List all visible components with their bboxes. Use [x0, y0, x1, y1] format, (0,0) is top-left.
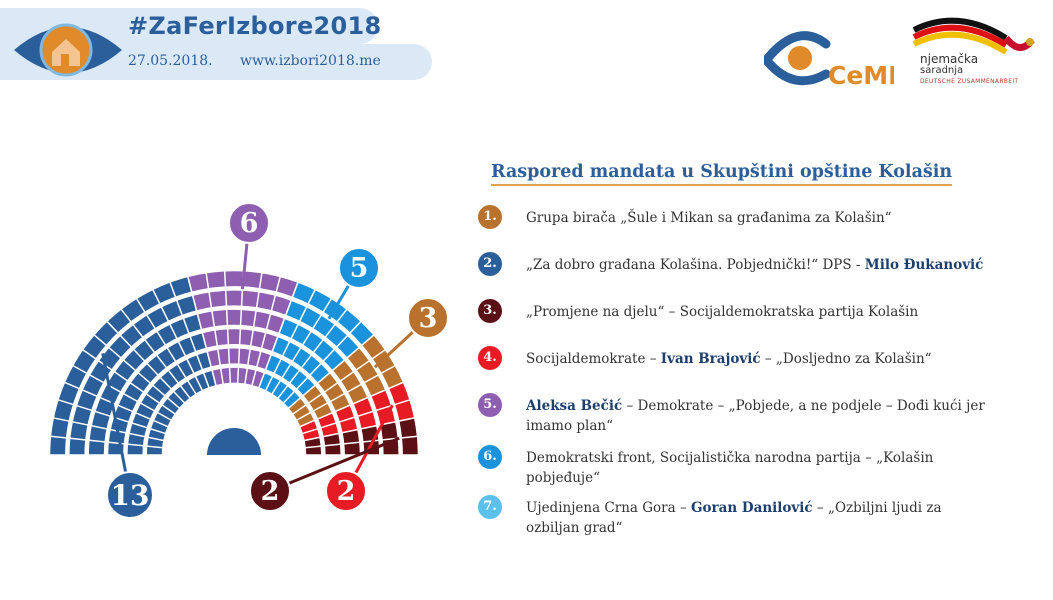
hashtag-title: #ZaFerIzbore2018 — [128, 12, 382, 40]
seat-count-badge — [325, 470, 367, 512]
seat-divider — [56, 398, 168, 435]
seat-count-badge — [106, 471, 154, 519]
legend-number: 6. — [478, 445, 502, 469]
seat-divider — [276, 307, 349, 401]
legend-item: 7. Ujedinjena Crna Gora – Goran Danilovi… — [474, 495, 1014, 539]
german-logo-line2: saradnja — [920, 65, 964, 76]
seat-divider — [119, 307, 192, 401]
seat-divider — [300, 398, 412, 435]
seats-layer — [48, 269, 420, 456]
seat-count-label: 2 — [261, 476, 280, 507]
cemi-logo-text: CeMI — [828, 61, 894, 90]
legend-leader-name: Milo Đukanović — [864, 257, 984, 273]
seat-divider — [168, 280, 211, 390]
seat-count-badge — [249, 470, 291, 512]
legend-text-part: „Promjene na djelu“ – Socijaldemokratska… — [526, 304, 919, 320]
cemi-logo-icon: CeMI — [764, 31, 894, 90]
german-cooperation-logo-icon — [912, 17, 1035, 55]
legend-text-part: Grupa birača „Šule i Mikan sa građanima … — [526, 210, 892, 226]
seat-block — [322, 432, 342, 456]
seat-count-badge — [407, 297, 449, 339]
leader-line — [101, 353, 132, 496]
seat-count-label: 2 — [337, 476, 356, 507]
seat-divider — [62, 380, 170, 429]
legend-number: 7. — [478, 495, 502, 519]
seat-divider — [303, 435, 420, 449]
legend-number: 5. — [478, 393, 502, 417]
seat-divider — [205, 271, 225, 386]
legend-number: 4. — [478, 346, 502, 370]
legend-text: Socijaldemokrate – Ivan Brajović – „Dosl… — [526, 349, 996, 369]
seat-divider — [80, 348, 177, 416]
seat-block — [397, 416, 420, 456]
seat-divider — [291, 348, 388, 416]
seat-count-label: 3 — [419, 303, 438, 334]
legend-number: 3. — [478, 299, 502, 323]
legend-item: 1. Grupa birača „Šule i Mikan sa građani… — [474, 205, 1014, 249]
seat-count-label: 6 — [240, 208, 259, 239]
legend-item: 6. Demokratski front, Socijalistička nar… — [474, 445, 1014, 489]
legend-text: Ujedinjena Crna Gora – Goran Danilović –… — [526, 498, 996, 538]
leader-line — [269, 436, 400, 493]
seat-count-label: 13 — [111, 479, 150, 512]
german-logo-line3: DEUTSCHE ZUSAMMENARBEIT — [920, 78, 1019, 85]
legend-number: 1. — [478, 205, 502, 229]
seat-divider — [151, 287, 204, 393]
legend-leader-name: Aleksa Bečić — [526, 398, 623, 414]
legend-text-part: – „Ozbiljni ljudi za ozbiljan grad“ — [526, 500, 942, 536]
legend-text: Demokratski front, Socijalistička narodn… — [526, 448, 996, 488]
legend-text: Grupa birača „Šule i Mikan sa građanima … — [526, 208, 996, 228]
legend-text-part: „Za dobro građana Kolašina. Pobjednički!… — [526, 257, 865, 273]
chart-title: Raspored mandata u Skupštini opštine Kol… — [491, 162, 953, 186]
seat-divider — [134, 296, 198, 396]
seat-divider — [48, 435, 165, 449]
seat-count-badge — [338, 247, 380, 289]
labels-layer: 13 6 5 3 2 2 — [106, 202, 449, 519]
parliament-seat-chart: 13 6 5 3 2 2 — [48, 202, 449, 519]
seat-divider — [294, 364, 397, 422]
legend-text-part: – „Dosljedno za Kolašin“ — [760, 351, 932, 367]
legend-leader-name: Goran Danilović — [690, 500, 813, 516]
legend-text-part: Socijaldemokrate – — [526, 351, 661, 367]
legend-item: 4. Socijaldemokrate – Ivan Brajović – „D… — [474, 346, 1014, 390]
seat-divider — [105, 319, 187, 405]
seat-divider — [223, 269, 232, 386]
seat-block — [341, 428, 362, 456]
legend-item: 5. Aleksa Bečić – Demokrate – „Pobjede, … — [474, 393, 1014, 437]
legend-text: „Za dobro građana Kolašina. Pobjednički!… — [526, 255, 996, 275]
legend-text-part: – Demokrate – „Pobjede, a ne podjele – D… — [526, 398, 985, 434]
podium-icon — [207, 428, 261, 455]
seat-divider — [270, 296, 334, 396]
seat-divider — [264, 287, 317, 393]
legend-number: 2. — [478, 252, 502, 276]
legend-text-part: Ujedinjena Crna Gora – — [526, 500, 691, 516]
legend-text: Aleksa Bečić – Demokrate – „Pobjede, a n… — [526, 396, 996, 436]
seat-divider — [71, 364, 174, 422]
seat-block — [303, 436, 323, 456]
german-logo-line1: njemačka — [920, 52, 979, 66]
seat-divider — [250, 274, 282, 388]
legend-item: 3. „Promjene na djelu“ – Socijaldemokrat… — [474, 299, 1014, 343]
date-label: 27.05.2018. — [128, 53, 213, 69]
legend-text: „Promjene na djelu“ – Socijaldemokratska… — [526, 302, 996, 322]
seat-count-label: 5 — [350, 253, 369, 284]
eye-icon — [14, 23, 122, 77]
legend-item: 2. „Za dobro građana Kolašina. Pobjednič… — [474, 252, 1014, 296]
seat-count-badge — [228, 202, 270, 244]
seat-divider — [243, 271, 263, 386]
legend-leader-name: Ivan Brajović — [660, 351, 761, 367]
legend-text-part: Demokratski front, Socijalistička narodn… — [526, 450, 934, 486]
seat-divider — [51, 416, 166, 442]
website-link[interactable]: www.izbori2018.me — [240, 53, 381, 69]
seat-divider — [281, 319, 363, 405]
seat-divider — [92, 333, 182, 410]
